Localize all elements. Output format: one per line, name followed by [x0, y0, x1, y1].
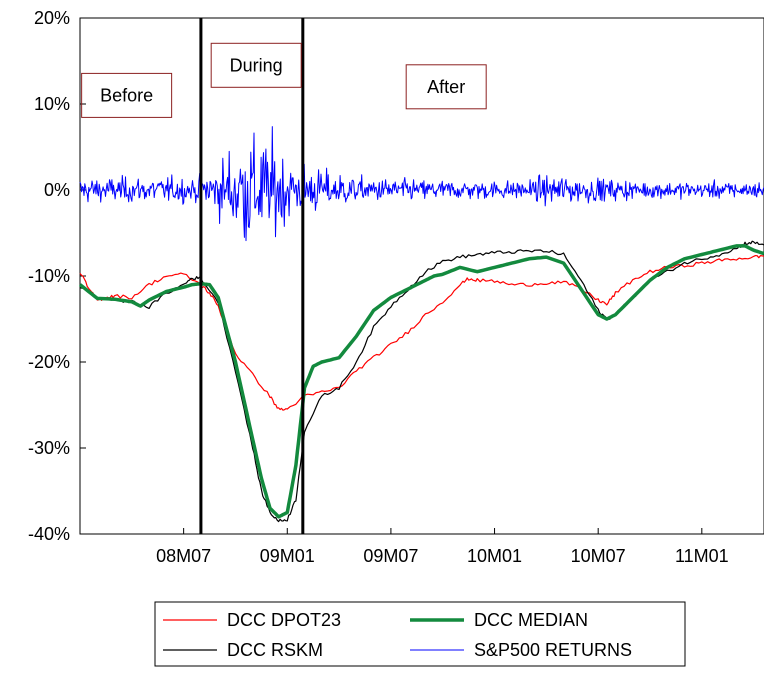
- region-after: After: [405, 64, 487, 110]
- series-line-dcc-dpot23: [79, 255, 764, 411]
- x-tick-label: 11M01: [675, 546, 729, 566]
- region-label-text: Before: [100, 85, 153, 105]
- x-tick-label: 09M07: [363, 546, 418, 566]
- y-axis: 20% 10% 0% -10% -20% -30% -40%: [28, 8, 86, 544]
- y-tick-label: -40%: [28, 524, 70, 544]
- legend-item: DCC RSKM: [163, 640, 323, 660]
- y-tick-label: -30%: [28, 438, 70, 458]
- series-line-s-p500-returns: [79, 126, 764, 242]
- region-labels: Before During After: [81, 42, 487, 118]
- legend-label: DCC MEDIAN: [474, 610, 588, 630]
- y-tick-label: 10%: [34, 94, 70, 114]
- legend-item: S&P500 RETURNS: [410, 640, 632, 660]
- y-tick-label: -10%: [28, 266, 70, 286]
- region-box: [405, 64, 487, 110]
- series-line-dcc-median: [78, 244, 764, 519]
- x-tick-label: 08M07: [156, 546, 211, 566]
- series-layer: [78, 126, 764, 523]
- legend-label: DCC RSKM: [227, 640, 323, 660]
- legend-label: DCC DPOT23: [227, 610, 341, 630]
- region-box: [81, 72, 173, 118]
- legend-item: DCC MEDIAN: [410, 610, 588, 630]
- region-before: Before: [81, 72, 173, 118]
- x-tick-label: 10M07: [571, 546, 626, 566]
- x-tick-label: 10M01: [467, 546, 522, 566]
- region-label-text: After: [427, 77, 465, 97]
- region-during: During: [210, 42, 302, 88]
- y-tick-label: 20%: [34, 8, 70, 28]
- vertical-lines: [199, 18, 305, 534]
- region-box: [210, 42, 302, 88]
- y-tick-label: -20%: [28, 352, 70, 372]
- legend: DCC DPOT23 DCC MEDIAN DCC RSKM S&P500 RETUR…: [154, 601, 686, 667]
- region-label-text: During: [230, 55, 283, 75]
- y-tick-label: 0%: [44, 180, 70, 200]
- legend-item: DCC DPOT23: [163, 610, 341, 630]
- x-axis: 08M07 09M01 09M07 10M01 10M07 11M01: [156, 528, 729, 566]
- x-tick-label: 09M01: [260, 546, 315, 566]
- legend-box: [154, 601, 686, 667]
- legend-label: S&P500 RETURNS: [474, 640, 632, 660]
